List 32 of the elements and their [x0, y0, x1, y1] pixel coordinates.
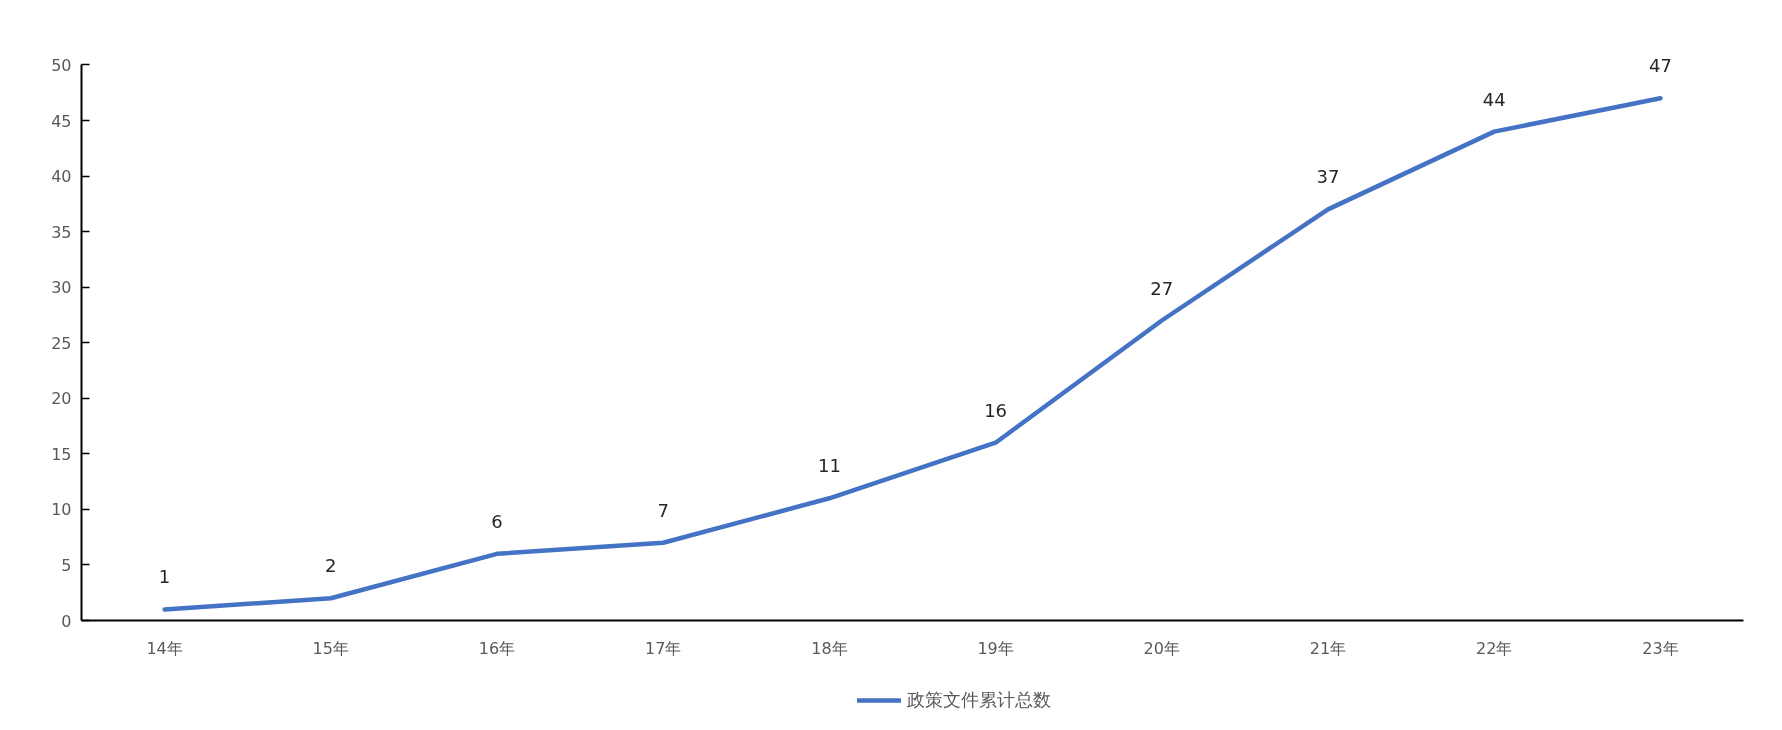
x-tick-label: 18年 [811, 638, 848, 658]
data-label: 1 [158, 566, 171, 588]
x-tick-label: 20年 [1143, 638, 1180, 658]
y-tick-label: 50 [51, 55, 72, 75]
x-tick-label: 17年 [645, 638, 682, 658]
data-label: 44 [1482, 88, 1506, 110]
legend-label: 政策文件累计总数 [907, 688, 1051, 712]
y-tick-label: 30 [51, 278, 72, 298]
y-tick-label: 25 [51, 333, 72, 353]
data-label: 27 [1150, 277, 1174, 299]
data-label: 6 [491, 510, 503, 532]
y-tick-label: 10 [51, 500, 72, 520]
data-label: 16 [984, 399, 1008, 421]
data-label: 37 [1316, 166, 1340, 188]
y-tick-label: 20 [51, 389, 72, 409]
y-tick-label: 15 [51, 444, 72, 464]
x-tick-label: 19年 [977, 638, 1014, 658]
x-tick-label: 21年 [1309, 638, 1347, 658]
data-label: 11 [817, 455, 841, 477]
data-label: 47 [1648, 55, 1672, 77]
y-tick-label: 40 [51, 167, 72, 187]
y-tick-label: 0 [61, 611, 72, 631]
data-label: 7 [657, 499, 669, 521]
x-tick-label: 23年 [1642, 638, 1679, 658]
x-tick-label: 15年 [312, 638, 349, 658]
x-tick-label: 16年 [478, 638, 516, 658]
y-tick-label: 5 [61, 555, 72, 575]
y-tick-label: 35 [51, 222, 72, 242]
x-tick-label: 14年 [146, 638, 183, 658]
data-label: 2 [325, 555, 337, 577]
y-tick-label: 45 [51, 111, 72, 131]
x-tick-label: 22年 [1476, 638, 1513, 658]
